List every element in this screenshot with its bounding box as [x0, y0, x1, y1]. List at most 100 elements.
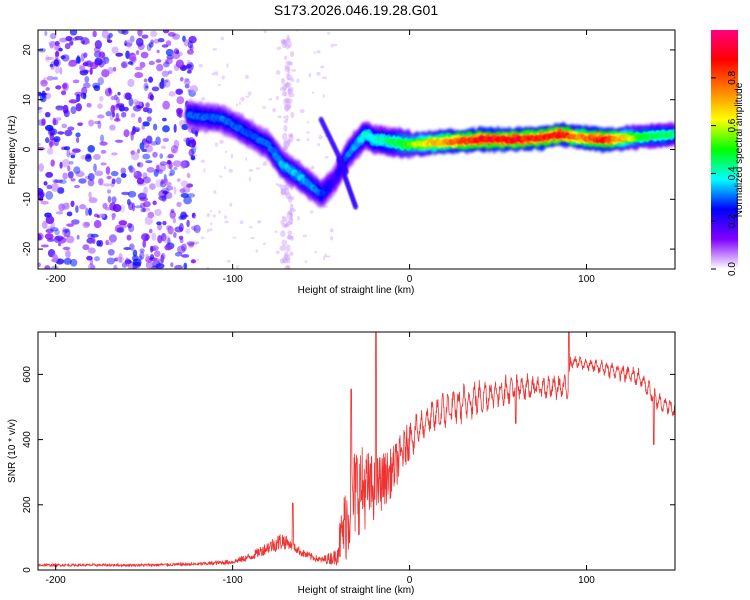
- noise-blob: [168, 173, 173, 177]
- noise-blob: [287, 195, 293, 203]
- noise-blob: [45, 137, 50, 144]
- noise-blob: [188, 148, 195, 157]
- noise-blob: [275, 69, 281, 75]
- noise-blob: [60, 90, 67, 96]
- noise-blob: [173, 232, 177, 238]
- colorbar-ticks: 0.0 0.2 0.4 0.6 0.8: [711, 70, 738, 276]
- noise-blob: [97, 77, 105, 86]
- noise-blob: [62, 83, 68, 89]
- noise-blob: [157, 235, 163, 244]
- noise-blob: [226, 259, 231, 263]
- noise-blob: [116, 227, 124, 233]
- spectral-cell: [333, 176, 339, 183]
- noise-blob: [181, 123, 189, 131]
- noise-blob: [321, 76, 327, 80]
- noise-blob: [55, 50, 60, 57]
- noise-blob: [145, 102, 150, 108]
- noise-blob: [93, 213, 99, 218]
- noise-blob: [143, 82, 149, 92]
- noise-blob: [88, 207, 92, 216]
- noise-blob: [49, 32, 57, 40]
- noise-blob: [102, 202, 108, 210]
- noise-blob: [93, 163, 97, 172]
- noise-blob: [286, 211, 294, 220]
- noise-blob: [289, 251, 294, 256]
- noise-blob: [170, 144, 179, 154]
- noise-blob: [127, 78, 135, 88]
- noise-blob: [111, 212, 116, 219]
- noise-blob: [84, 222, 91, 227]
- noise-blob: [120, 167, 127, 175]
- noise-blob: [322, 93, 325, 99]
- noise-blob: [38, 91, 42, 97]
- noise-blob: [224, 220, 230, 224]
- noise-blob: [88, 191, 92, 199]
- noise-blob: [109, 112, 114, 121]
- noise-blob: [297, 215, 300, 221]
- noise-blob: [135, 50, 140, 55]
- noise-blob: [289, 203, 294, 211]
- noise-blob: [235, 103, 239, 107]
- noise-blob: [111, 196, 117, 204]
- noise-blob: [96, 114, 105, 119]
- noise-blob: [105, 111, 112, 117]
- noise-blob: [229, 202, 233, 207]
- noise-blob: [128, 167, 136, 173]
- noise-blob: [139, 202, 146, 209]
- noise-blob: [220, 36, 225, 41]
- noise-blob: [286, 72, 290, 77]
- snr-series-line: [38, 332, 675, 568]
- noise-blob: [110, 96, 116, 101]
- noise-blob: [155, 59, 162, 63]
- noise-blob: [121, 262, 128, 268]
- noise-blob: [210, 222, 213, 226]
- noise-blob: [159, 153, 164, 159]
- noise-blob: [150, 39, 154, 45]
- noise-blob: [121, 111, 127, 118]
- noise-blob: [179, 76, 184, 82]
- figure-title: S173.2026.046.19.28.G01: [274, 2, 438, 18]
- noise-blob: [176, 201, 182, 208]
- noise-blob: [75, 170, 85, 178]
- noise-blob: [247, 91, 252, 96]
- noise-blob: [174, 251, 183, 257]
- noise-blob: [226, 63, 229, 68]
- snr-x-label: Height of straight line (km): [298, 585, 415, 596]
- noise-blob: [318, 134, 323, 140]
- noise-blob: [70, 178, 76, 182]
- noise-blob: [57, 242, 62, 247]
- snr-background: [38, 332, 675, 570]
- noise-blob: [314, 251, 318, 254]
- noise-blob: [120, 60, 129, 68]
- noise-blob: [82, 244, 90, 251]
- noise-blob: [206, 228, 210, 233]
- noise-blob: [75, 132, 81, 138]
- noise-blob: [145, 253, 149, 260]
- noise-blob: [161, 44, 169, 48]
- noise-blob: [151, 265, 159, 269]
- noise-blob: [152, 200, 157, 206]
- noise-blob: [176, 245, 186, 254]
- noise-blob: [140, 51, 149, 59]
- noise-blob: [134, 205, 143, 209]
- noise-blob: [81, 40, 86, 45]
- noise-blob: [219, 139, 224, 144]
- noise-blob: [48, 138, 54, 148]
- noise-blob: [75, 103, 83, 112]
- noise-blob: [206, 266, 210, 269]
- noise-blob: [143, 186, 148, 196]
- noise-blob: [324, 155, 329, 159]
- noise-blob: [176, 96, 185, 105]
- noise-blob: [98, 178, 104, 186]
- noise-blob: [55, 117, 62, 121]
- noise-blob: [127, 222, 133, 229]
- noise-blob: [240, 96, 245, 102]
- noise-blob: [161, 70, 170, 77]
- noise-blob: [200, 159, 206, 163]
- noise-blob: [111, 46, 119, 54]
- noise-blob: [209, 210, 212, 213]
- noise-blob: [286, 82, 289, 86]
- noise-blob: [157, 38, 165, 43]
- noise-blob: [143, 201, 151, 208]
- noise-blob: [146, 116, 152, 122]
